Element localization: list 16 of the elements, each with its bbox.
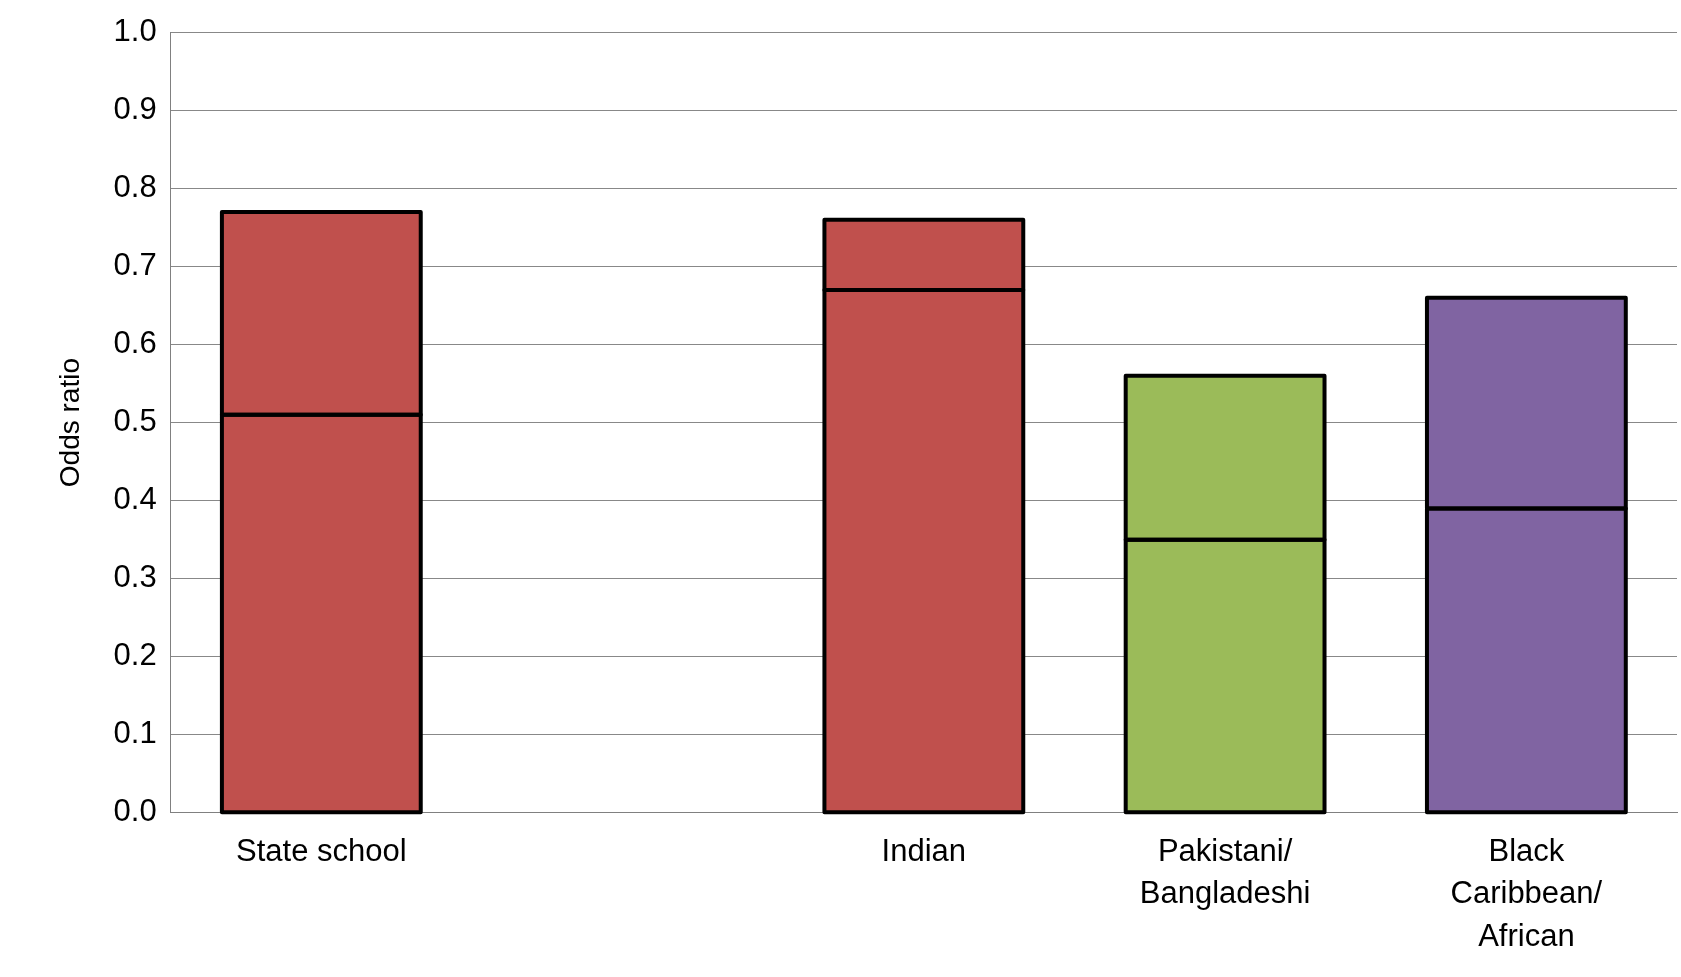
y-tick-label: 0.9 bbox=[113, 91, 157, 127]
y-axis-title: Odds ratio bbox=[53, 358, 85, 488]
y-tick-label: 0.2 bbox=[113, 637, 157, 673]
y-tick-label: 0.7 bbox=[113, 247, 157, 283]
y-tick-label: 0.1 bbox=[113, 715, 157, 751]
x-tick-label: Indian bbox=[881, 832, 967, 868]
x-tick-label: Black Caribbean/ African bbox=[1450, 832, 1603, 954]
y-tick-label: 0.0 bbox=[113, 793, 157, 829]
y-tick-label: 0.5 bbox=[113, 403, 157, 439]
x-tick-label: State school bbox=[236, 832, 407, 868]
y-tick-label: 0.6 bbox=[113, 325, 157, 361]
y-tick-label: 0.3 bbox=[113, 559, 157, 595]
y-tick-label: 0.8 bbox=[113, 169, 157, 205]
x-tick-label: Pakistani/ Bangladeshi bbox=[1139, 832, 1311, 911]
y-tick-label: 1.0 bbox=[113, 13, 157, 49]
y-tick-label: 0.4 bbox=[113, 481, 157, 517]
